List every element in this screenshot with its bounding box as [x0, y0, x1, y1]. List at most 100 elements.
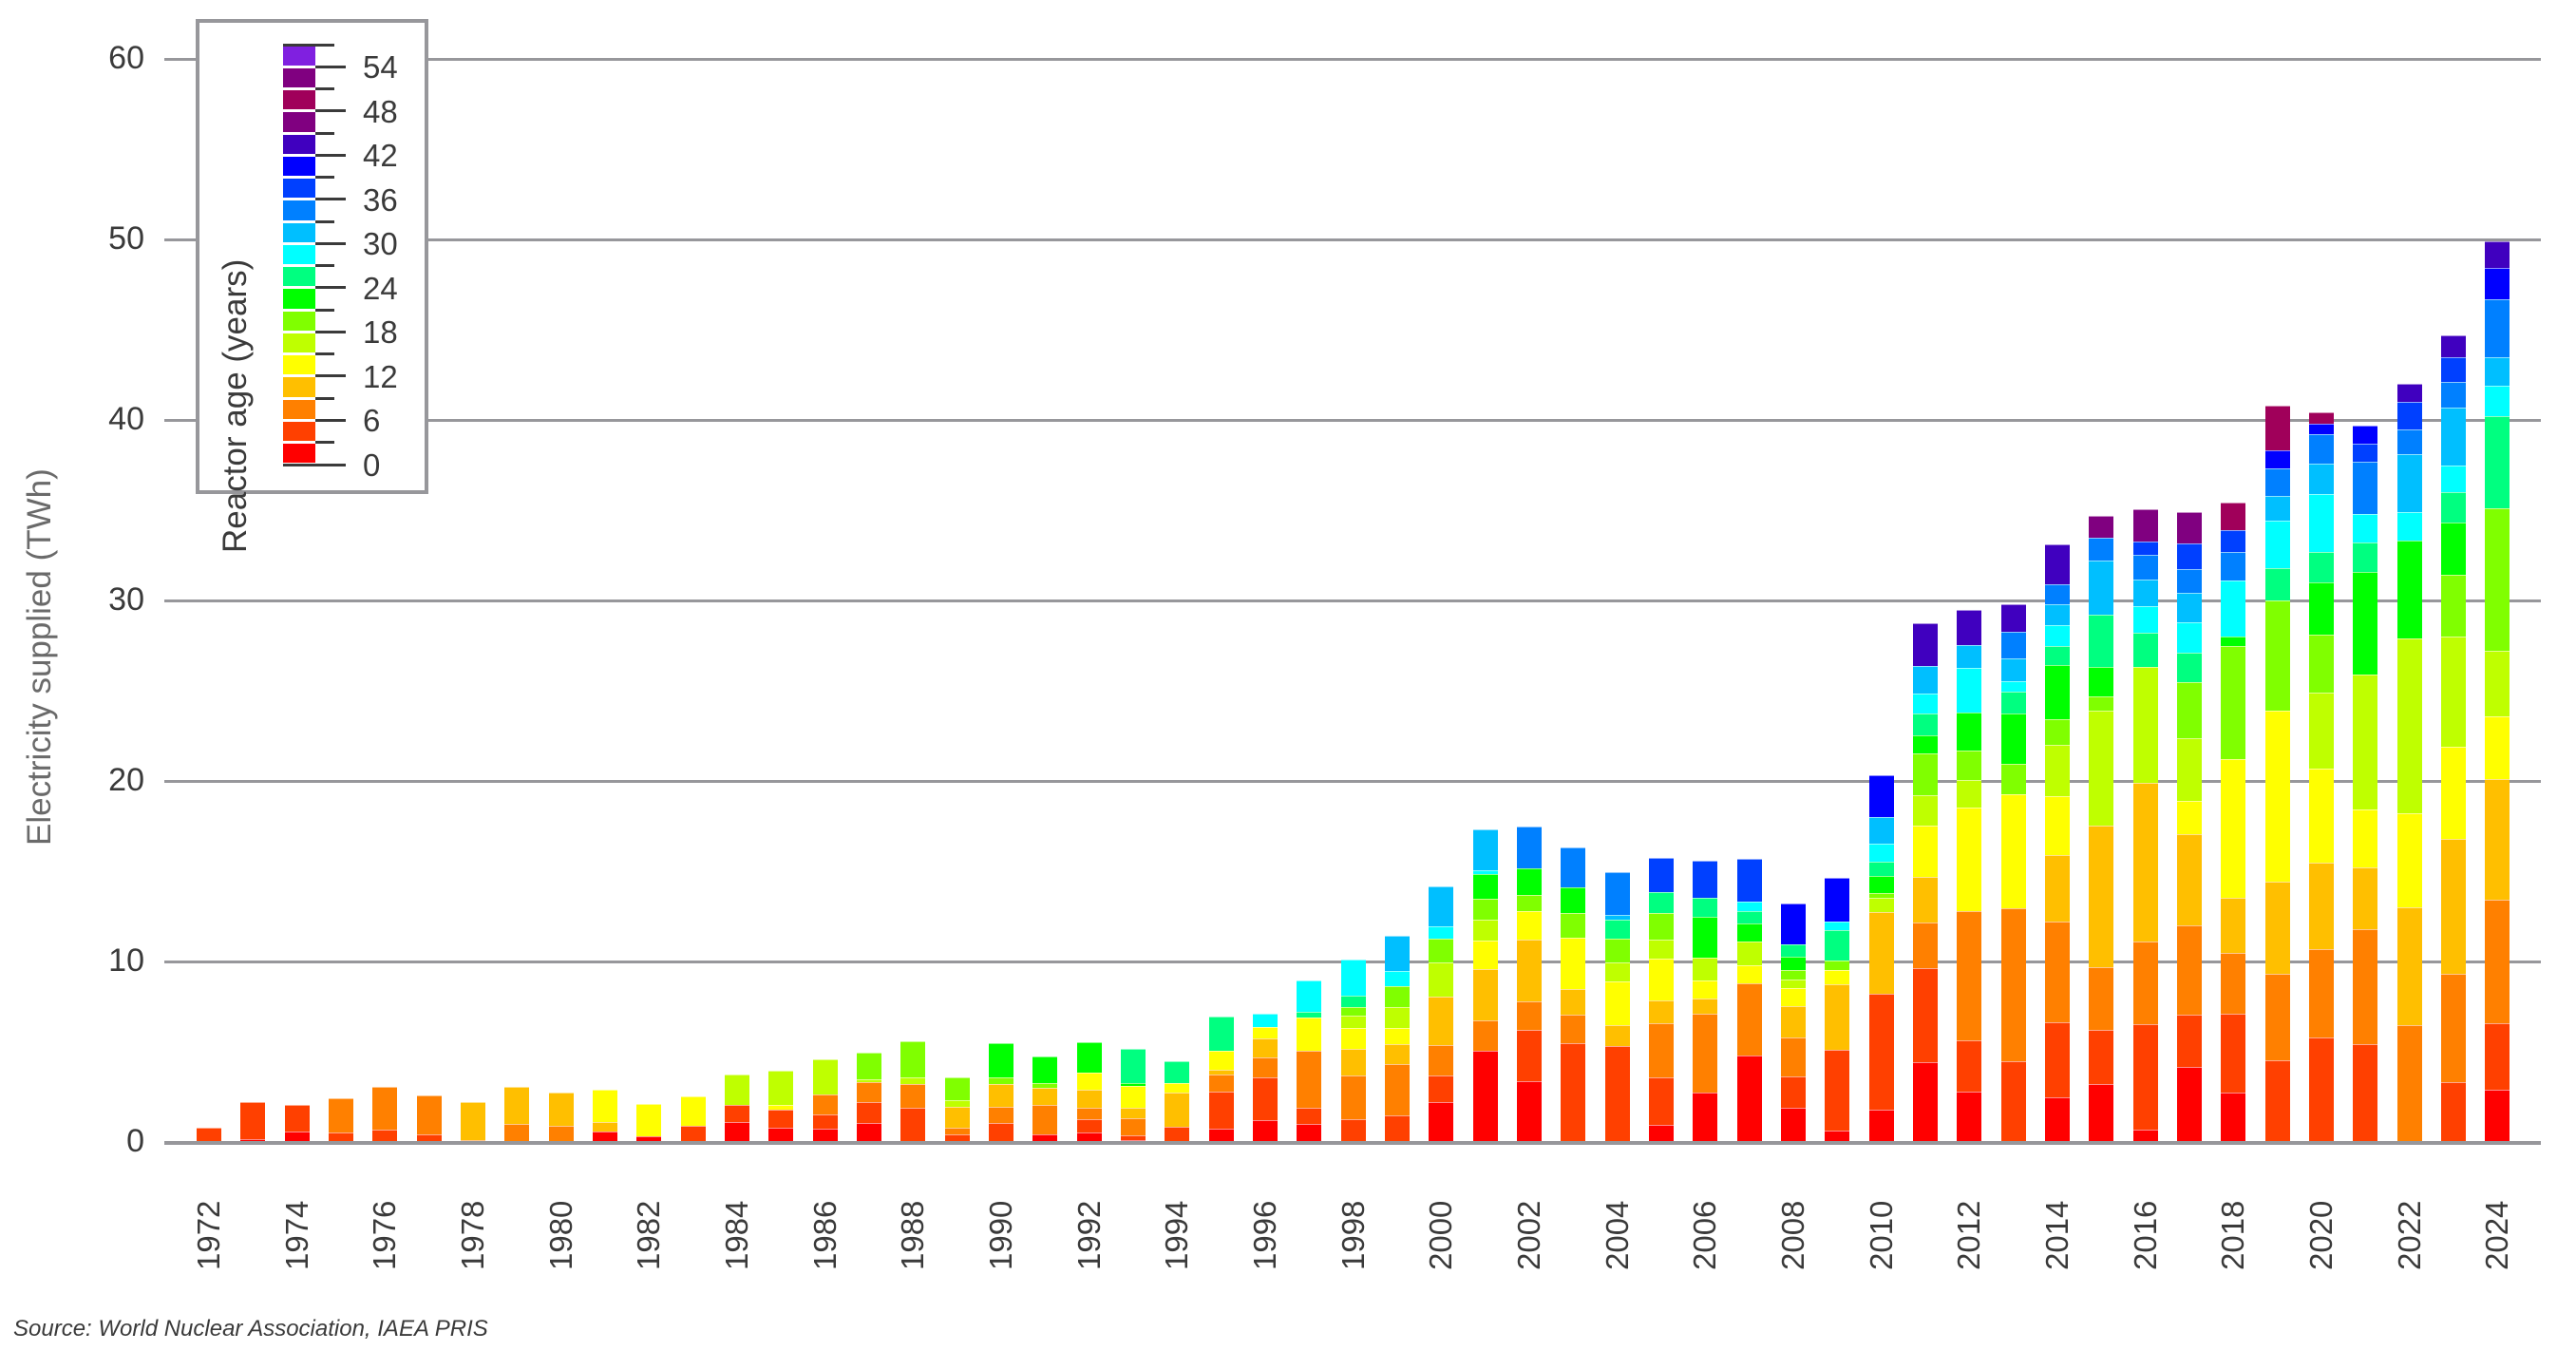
gridline-40 [164, 419, 2541, 422]
segment-age-18-21 [2264, 600, 2290, 711]
segment-age-27-30 [2440, 465, 2466, 493]
bar-1992 [1076, 1041, 1102, 1142]
segment-age-9-12 [2308, 862, 2334, 949]
segment-age-0-3 [2132, 1129, 2158, 1142]
x-tick-label: 2002 [1510, 1200, 1546, 1270]
segment-age-15-18 [1868, 897, 1894, 912]
segment-age-21-24 [1736, 923, 1762, 942]
y-tick-label: 60 [108, 40, 144, 76]
segment-age-21-24 [1868, 875, 1894, 893]
segment-age-42-45 [2044, 544, 2070, 584]
segment-age-27-30 [2396, 511, 2422, 542]
x-tick-label: 1998 [1335, 1200, 1371, 1270]
segment-age-18-21 [1957, 750, 1982, 781]
segment-age-0-3 [1912, 1062, 1938, 1142]
segment-age-45-48 [2089, 515, 2114, 538]
colorbar-tick [315, 176, 334, 180]
colorbar-label: 30 [363, 226, 398, 262]
segment-age-33-36 [2264, 468, 2290, 496]
segment-age-24-27 [2264, 567, 2290, 601]
segment-age-9-12 [1165, 1092, 1190, 1127]
segment-age-12-15 [2396, 813, 2422, 907]
bar-1972 [197, 1127, 221, 1142]
segment-age-30-33 [2176, 593, 2202, 622]
x-tick-label: 2010 [1863, 1200, 1899, 1270]
bar-1979 [504, 1087, 530, 1142]
colorbar-swatch-54-57 [283, 46, 315, 66]
x-tick-label: 2020 [2302, 1200, 2339, 1270]
segment-age-27-30 [1736, 902, 1762, 911]
colorbar-tick [315, 198, 346, 201]
segment-age-3-6 [856, 1102, 881, 1124]
segment-age-18-21 [988, 1076, 1013, 1085]
source-note: Source: World Nuclear Association, IAEA … [13, 1316, 488, 1341]
segment-age-21-24 [1561, 887, 1586, 913]
segment-age-9-12 [1693, 998, 1718, 1015]
segment-age-6-9 [900, 1084, 926, 1108]
y-tick-label: 10 [108, 942, 144, 979]
segment-age-9-12 [1912, 876, 1938, 923]
segment-age-9-12 [1780, 1005, 1806, 1037]
colorbar-swatch-24-27 [283, 267, 315, 287]
segment-age-6-9 [1693, 1014, 1718, 1093]
segment-age-0-3 [2044, 1097, 2070, 1142]
segment-age-6-9 [2000, 907, 2026, 1062]
colorbar-swatch-51-54 [283, 67, 315, 87]
bar-1986 [812, 1058, 838, 1142]
segment-age-9-12 [2132, 782, 2158, 942]
segment-age-0-3 [284, 1131, 310, 1142]
bar-1988 [900, 1040, 926, 1142]
segment-age-18-21 [1340, 1006, 1366, 1016]
segment-age-15-18 [1648, 940, 1674, 960]
segment-age-12-15 [1780, 987, 1806, 1006]
bar-1982 [636, 1104, 662, 1142]
colorbar-tick [315, 374, 346, 378]
segment-age-15-18 [2308, 692, 2334, 769]
segment-age-12-15 [1736, 964, 1762, 983]
segment-age-3-6 [197, 1127, 221, 1142]
colorbar-label: 12 [363, 358, 398, 394]
colorbar-label: 48 [363, 93, 398, 129]
colorbar-swatch-36-39 [283, 179, 315, 199]
segment-age-12-15 [1384, 1028, 1410, 1045]
bar-1977 [416, 1094, 442, 1142]
segment-age-24-27 [1340, 996, 1366, 1007]
x-tick-label: 1984 [718, 1200, 754, 1270]
gridline-50 [164, 238, 2541, 241]
bar-2024 [2485, 240, 2510, 1142]
segment-age-6-9 [1032, 1105, 1058, 1135]
segment-age-30-33 [2089, 561, 2114, 616]
colorbar-label: 36 [363, 181, 398, 218]
segment-age-27-30 [2264, 521, 2290, 568]
segment-age-6-9 [1384, 1064, 1410, 1116]
segment-age-9-12 [2176, 834, 2202, 925]
segment-age-21-24 [2089, 667, 2114, 696]
segment-age-24-27 [1868, 861, 1894, 876]
x-tick-label: 1976 [367, 1200, 403, 1270]
segment-age-9-12 [548, 1092, 574, 1126]
colorbar-tick [315, 219, 334, 223]
segment-age-39-42 [2264, 450, 2290, 469]
y-tick-label: 30 [108, 581, 144, 618]
segment-age-15-18 [944, 1100, 970, 1107]
x-tick-label: 2018 [2215, 1200, 2251, 1270]
y-tick-label: 40 [108, 401, 144, 437]
segment-age-21-24 [1472, 873, 1498, 899]
segment-age-3-6 [680, 1125, 706, 1142]
segment-age-39-42 [2353, 425, 2378, 444]
colorbar-swatch-0-3 [283, 444, 315, 464]
segment-age-6-9 [416, 1094, 442, 1135]
segment-age-33-36 [2000, 632, 2026, 658]
segment-age-12-15 [1120, 1086, 1146, 1108]
segment-age-6-9 [2440, 974, 2466, 1083]
bar-2015 [2089, 515, 2114, 1142]
segment-age-15-18 [2440, 637, 2466, 747]
segment-age-12-15 [1472, 941, 1498, 969]
segment-age-27-30 [1297, 980, 1322, 1013]
segment-age-21-24 [2000, 713, 2026, 764]
segment-age-18-21 [1868, 892, 1894, 898]
segment-age-15-18 [900, 1076, 926, 1085]
x-tick-label: 1988 [895, 1200, 931, 1270]
colorbar-label: 0 [363, 447, 381, 483]
segment-age-15-18 [1780, 980, 1806, 988]
